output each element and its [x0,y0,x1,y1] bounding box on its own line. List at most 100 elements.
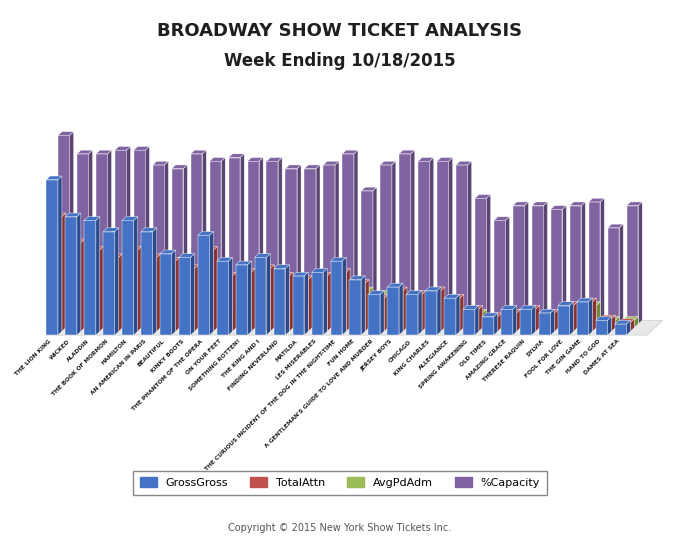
Polygon shape [273,265,289,269]
Polygon shape [543,313,555,331]
Polygon shape [190,154,203,324]
Polygon shape [153,161,169,165]
Polygon shape [630,319,634,331]
Polygon shape [224,313,237,327]
Polygon shape [558,313,562,327]
Polygon shape [570,202,585,206]
Polygon shape [243,294,256,327]
Polygon shape [388,283,403,287]
Polygon shape [217,261,228,335]
Polygon shape [198,235,209,335]
Polygon shape [483,309,487,327]
Text: BROADWAY SHOW TICKET ANALYSIS: BROADWAY SHOW TICKET ANALYSIS [158,22,522,40]
Polygon shape [228,257,233,335]
Polygon shape [596,317,611,320]
Polygon shape [126,246,141,250]
Polygon shape [311,269,327,272]
Polygon shape [239,272,252,331]
Text: THE CURIOUS INCIDENT OF THE DOG IN THE NIGHT-TIME: THE CURIOUS INCIDENT OF THE DOG IN THE N… [204,339,337,472]
Polygon shape [418,290,422,335]
Polygon shape [126,146,131,324]
Polygon shape [237,309,240,327]
Polygon shape [214,246,218,331]
Polygon shape [392,161,396,324]
Polygon shape [399,150,415,154]
Polygon shape [528,313,543,317]
Polygon shape [202,250,214,331]
Polygon shape [274,306,278,327]
Polygon shape [88,246,104,250]
Polygon shape [570,302,574,335]
Polygon shape [233,272,237,331]
Polygon shape [107,257,119,331]
Polygon shape [487,195,490,324]
Polygon shape [555,309,558,331]
Polygon shape [384,294,388,331]
Polygon shape [539,309,555,313]
Polygon shape [418,158,434,161]
Polygon shape [92,287,104,327]
Polygon shape [331,306,335,327]
Polygon shape [456,161,472,165]
Polygon shape [183,269,194,331]
Polygon shape [570,206,581,324]
Polygon shape [509,313,521,327]
Polygon shape [429,287,445,290]
Polygon shape [524,202,528,324]
Polygon shape [172,169,184,324]
Polygon shape [430,158,434,324]
Polygon shape [54,294,70,298]
Polygon shape [577,309,581,327]
Polygon shape [286,169,297,324]
Polygon shape [305,169,316,324]
Polygon shape [551,206,566,209]
Polygon shape [369,294,380,335]
Text: HAND TO GOD: HAND TO GOD [566,339,602,375]
Text: ALLEGIANCE: ALLEGIANCE [418,339,450,371]
Text: Week Ending 10/18/2015: Week Ending 10/18/2015 [224,52,456,70]
Polygon shape [316,276,327,331]
Polygon shape [350,280,354,327]
Polygon shape [236,261,252,265]
Polygon shape [490,320,502,327]
Polygon shape [122,302,126,327]
Polygon shape [528,317,540,327]
Polygon shape [312,309,316,327]
Polygon shape [354,150,358,324]
Polygon shape [100,246,104,331]
Polygon shape [585,306,596,327]
Polygon shape [65,213,81,217]
Polygon shape [262,309,274,327]
Polygon shape [464,309,468,327]
Polygon shape [46,320,663,335]
Polygon shape [581,302,592,331]
Polygon shape [562,302,577,306]
Polygon shape [369,290,384,294]
Polygon shape [467,306,483,309]
Polygon shape [600,198,605,324]
Polygon shape [92,283,107,287]
Polygon shape [183,265,199,269]
Polygon shape [626,206,639,324]
Polygon shape [258,265,274,269]
Polygon shape [539,313,551,335]
Polygon shape [422,290,426,331]
Polygon shape [46,180,58,335]
Polygon shape [600,315,615,319]
Polygon shape [218,302,222,327]
Polygon shape [77,213,81,335]
Polygon shape [278,158,282,324]
Polygon shape [501,306,517,309]
Polygon shape [96,154,107,324]
Polygon shape [437,287,441,335]
Polygon shape [184,165,188,324]
Polygon shape [581,202,585,324]
Text: THE GIN GAME: THE GIN GAME [545,339,583,376]
Polygon shape [520,306,536,309]
Polygon shape [323,161,339,165]
Polygon shape [277,272,293,276]
Polygon shape [50,217,62,331]
Polygon shape [134,217,138,335]
Polygon shape [160,250,175,254]
Polygon shape [111,306,122,327]
